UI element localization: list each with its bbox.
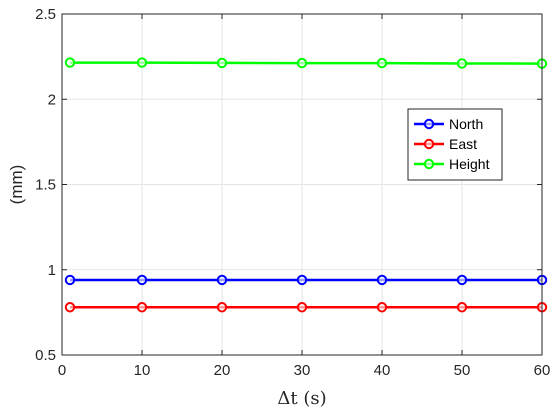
x-tick-label: 0 <box>58 362 66 379</box>
data-point-north <box>216 274 228 286</box>
legend: North East Height <box>407 108 503 181</box>
data-point-east <box>64 302 76 313</box>
data-point-east <box>216 302 228 313</box>
legend-label-height: Height <box>449 156 490 172</box>
data-point-east <box>376 302 388 313</box>
legend-marker-north <box>423 118 435 130</box>
data-point-north <box>296 274 308 286</box>
axis-ticks: 0 10 20 30 40 50 60 0.5 1 1.5 2 2.5 <box>35 6 550 379</box>
y-tick-label: 2 <box>48 91 56 108</box>
data-point-north <box>376 274 388 286</box>
legend-marker-east <box>423 138 435 150</box>
x-tick-label: 50 <box>454 362 471 379</box>
y-tick-label: 1 <box>48 262 56 279</box>
y-tick-label: 1.5 <box>35 177 56 194</box>
data-point-height <box>136 57 148 68</box>
data-point-north <box>136 274 148 286</box>
data-point-height <box>456 58 468 69</box>
data-point-east <box>456 302 468 313</box>
data-point-north <box>64 274 76 286</box>
y-tick-label: 0.5 <box>35 347 56 364</box>
y-axis-label: (mm) <box>7 165 26 205</box>
x-tick-label: 20 <box>214 362 231 379</box>
legend-marker-height <box>423 158 435 170</box>
data-point-height <box>296 57 308 69</box>
data-point-east <box>296 302 308 313</box>
x-tick-label: 40 <box>374 362 391 379</box>
data-point-height <box>376 57 388 69</box>
x-tick-label: 60 <box>534 362 550 379</box>
data-point-height <box>64 57 76 68</box>
x-tick-label: 30 <box>294 362 311 379</box>
data-point-east <box>136 302 148 313</box>
data-point-height <box>216 57 228 69</box>
legend-label-north: North <box>449 116 483 132</box>
legend-label-east: East <box>449 136 477 152</box>
x-axis-label: Δt (s) <box>277 388 326 409</box>
plot-area <box>64 57 548 313</box>
y-tick-label: 2.5 <box>35 6 56 23</box>
data-point-north <box>456 274 468 286</box>
x-tick-label: 10 <box>134 362 151 379</box>
